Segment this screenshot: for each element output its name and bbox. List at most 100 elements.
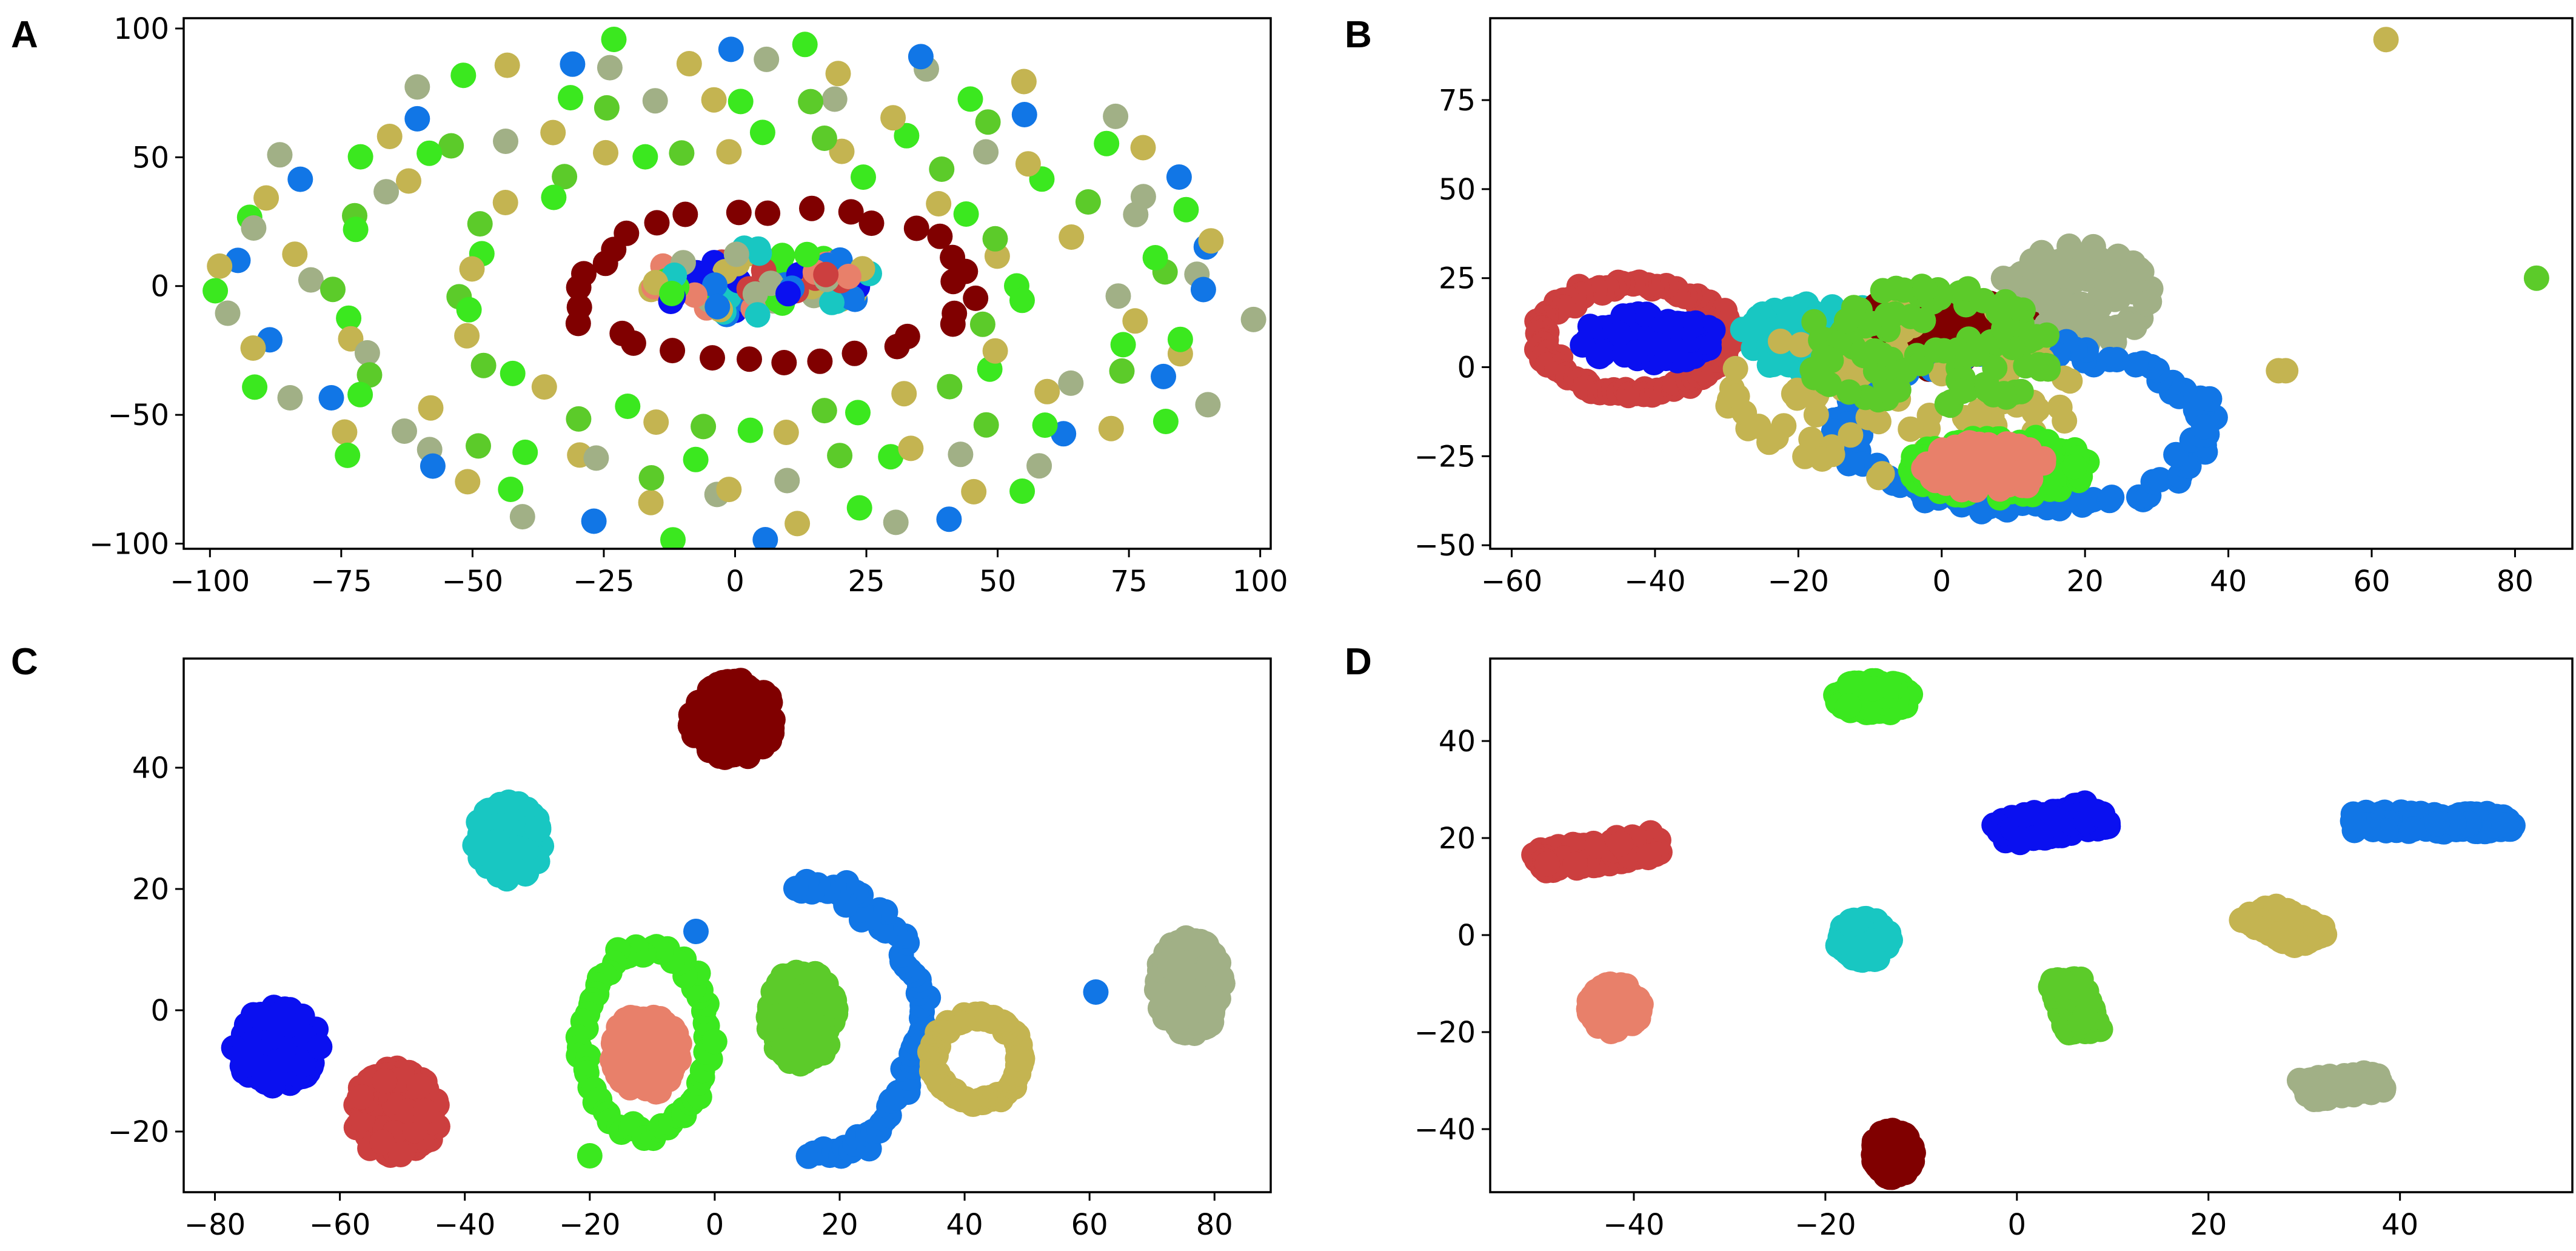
panel-letter: A [11,14,38,56]
panel-c: C −80 −60 −40 −20 0 20 40 60 80 −20 0 20 40 [11,641,1272,1242]
point [459,256,485,282]
point [406,1073,432,1099]
point [720,669,746,696]
point [683,446,709,472]
axes-frame [1489,657,2574,1193]
point [701,87,727,113]
y-tick-label: −50 [1414,529,1476,563]
x-tick-label: 40 [2210,565,2247,599]
point [2066,257,2092,282]
series-salmon [1576,971,1654,1044]
series-red [1521,820,1673,884]
point [617,1071,642,1097]
point [2523,265,2549,291]
point [926,191,952,216]
scatter-points [1524,27,2549,525]
point [1636,843,1662,869]
point [347,144,373,170]
point [2401,816,2427,842]
point [728,89,754,115]
series-outliers [577,919,1109,1169]
point [827,443,853,469]
point [565,310,591,337]
series-dark-red-ring [565,195,989,375]
point [701,1028,728,1055]
point [794,241,820,267]
point [470,352,497,378]
series-dark-red [677,668,786,770]
point [1607,831,1633,857]
x-tick-label: 0 [706,1208,724,1242]
point [2266,358,2292,384]
point [948,441,974,468]
x-tick-label: 40 [946,1208,983,1242]
point [2030,446,2056,472]
point [395,1098,421,1124]
x-tick-label: 0 [2008,1208,2027,1242]
y-tick-label: 0 [150,994,169,1028]
point [1663,337,1689,363]
point [307,1034,333,1060]
y-tick-label: 50 [132,141,169,175]
point [202,278,229,304]
point [2039,259,2065,285]
point [1577,314,1603,340]
point [835,263,861,289]
point [751,680,777,706]
point [1833,307,1859,334]
point [1026,453,1052,479]
point [1098,415,1124,441]
point [1151,363,1176,389]
point [1562,851,1588,877]
series-red [343,1055,450,1168]
point [1584,833,1610,859]
point [669,140,695,166]
point [811,398,837,424]
point [738,736,764,762]
point [683,709,709,735]
point [1240,306,1266,332]
point [811,126,837,151]
point [454,323,480,349]
point [1032,412,1058,438]
point [413,1098,439,1124]
point [878,444,904,470]
point [819,289,845,315]
point [2267,921,2293,947]
point [467,211,493,237]
point [2100,249,2126,275]
point [1195,392,1221,418]
scatter-points [202,27,1266,549]
point [1122,308,1148,334]
point [531,374,557,400]
point [737,346,762,372]
point [1771,413,1797,439]
point [615,394,641,419]
y-tick-label: 40 [1439,725,1476,759]
point [829,138,855,164]
point [1722,355,1748,381]
point [785,511,811,537]
point [1801,309,1827,335]
point [566,406,592,432]
point [566,275,592,300]
point [2373,27,2399,53]
point [372,1068,398,1094]
point [349,1084,375,1110]
point [354,340,380,366]
x-tick-label: −60 [1481,565,1542,599]
point [975,109,1001,135]
series-blue [1570,301,1726,375]
point [581,508,607,534]
point [858,210,885,236]
point [376,124,403,149]
point [2099,485,2125,511]
point [1767,328,1793,354]
point [963,285,989,311]
point [2126,256,2152,282]
point [343,216,369,243]
series-sage [2286,1060,2397,1112]
point [417,140,443,166]
point [338,326,364,352]
point [558,85,583,111]
